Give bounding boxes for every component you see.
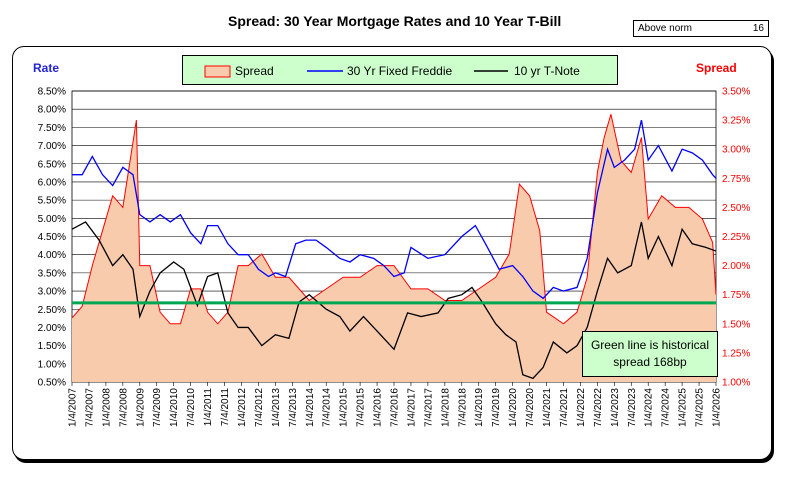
left-tick-label: 2.00% (38, 323, 66, 334)
x-tick-label: 1/4/2025 (678, 388, 689, 427)
right-tick-label: 2.00% (722, 261, 750, 272)
right-axis-title: Spread (696, 61, 737, 75)
left-tick-label: 3.50% (38, 268, 66, 279)
right-tick-label: 1.50% (722, 319, 750, 330)
x-tick-label: 7/4/2022 (593, 388, 604, 427)
historical-note-line1: Green line is historical (590, 338, 710, 352)
above-norm-label: Above norm (638, 23, 692, 34)
right-tick-label: 1.00% (722, 378, 750, 389)
x-tick-label: 7/4/2007 (84, 388, 95, 427)
left-tick-label: 8.50% (38, 87, 66, 98)
x-tick-label: 1/4/2022 (576, 388, 587, 427)
x-tick-label: 7/4/2019 (491, 388, 502, 427)
x-tick-label: 1/4/2015 (339, 388, 350, 427)
right-tick-label: 2.50% (722, 203, 750, 214)
x-tick-label: 1/4/2010 (169, 388, 180, 427)
tnote-line (71, 221, 717, 380)
freddie-line (72, 119, 717, 300)
right-tick-label: 2.75% (722, 174, 750, 185)
left-tick-label: 3.00% (38, 287, 66, 298)
left-tick-label: 6.50% (38, 159, 66, 170)
x-axis: 1/4/2007 7/4/2007 1/4/2008 7/4/2008 1/4/2009… (68, 382, 723, 427)
x-tick-label: 7/4/2009 (152, 388, 163, 427)
legend-tnote-label: 10 yr T-Note (514, 64, 580, 78)
left-axis-title: Rate (33, 61, 59, 75)
x-tick-label: 7/4/2016 (390, 388, 401, 427)
x-tick-label: 1/4/2026 (712, 388, 723, 427)
legend: Spread 30 Yr Fixed Freddie 10 yr T-Note (182, 55, 618, 85)
x-tick-label: 7/4/2013 (288, 388, 299, 427)
x-tick-label: 1/4/2023 (610, 388, 621, 427)
x-tick-label: 7/4/2017 (423, 388, 434, 427)
right-tick-label: 1.75% (722, 290, 750, 301)
right-tick-label: 3.25% (722, 116, 750, 127)
x-tick-label: 1/4/2019 (474, 388, 485, 427)
left-tick-label: 8.00% (38, 105, 66, 116)
x-tick-label: 1/4/2024 (644, 388, 655, 427)
legend-spread-swatch (204, 65, 231, 78)
left-tick-label: 4.50% (38, 232, 66, 243)
series-lines (71, 119, 717, 380)
historical-note: Green line is historical spread 168bp (582, 331, 718, 377)
left-tick-label: 6.00% (38, 177, 66, 188)
right-tick-label: 1.25% (722, 348, 750, 359)
spread-line (71, 114, 717, 325)
left-axis: 0.50% 1.00% 1.50% 2.00% 2.50% 3.00% 3.50% 4.00%… (38, 87, 66, 389)
chart-title: Spread: 30 Year Mortgage Rates and 10 Ye… (228, 13, 562, 29)
x-tick-label: 7/4/2021 (559, 388, 570, 427)
x-tick-label: 7/4/2020 (525, 388, 536, 427)
right-tick-label: 3.00% (722, 145, 750, 156)
legend-freddie-label: 30 Yr Fixed Freddie (347, 64, 453, 78)
left-tick-label: 7.00% (38, 141, 66, 152)
right-tick-label: 3.50% (722, 87, 750, 98)
x-tick-label: 7/4/2024 (661, 388, 672, 427)
x-tick-label: 7/4/2023 (627, 388, 638, 427)
x-tick-label: 1/4/2011 (203, 388, 214, 427)
x-tick-label: 1/4/2018 (440, 388, 451, 427)
x-tick-label: 7/4/2025 (695, 388, 706, 427)
x-tick-label: 1/4/2008 (101, 388, 112, 427)
left-tick-label: 7.50% (38, 123, 66, 134)
left-tick-label: 1.00% (38, 359, 66, 370)
x-tick-label: 1/4/2020 (508, 388, 519, 427)
left-tick-label: 0.50% (38, 378, 66, 389)
left-tick-label: 5.50% (38, 196, 66, 207)
left-tick-label: 5.00% (38, 214, 66, 225)
x-tick-label: 7/4/2011 (220, 388, 231, 427)
x-tick-label: 7/4/2010 (186, 388, 197, 427)
legend-spread-label: Spread (235, 64, 274, 78)
x-tick-label: 1/4/2021 (542, 388, 553, 427)
x-tick-label: 7/4/2012 (254, 388, 265, 427)
above-norm-box: Above norm 16 (633, 20, 769, 37)
x-tick-label: 1/4/2007 (68, 388, 79, 427)
right-tick-label: 2.25% (722, 232, 750, 243)
above-norm-value: 16 (752, 23, 764, 34)
left-tick-label: 4.00% (38, 250, 66, 261)
x-tick-label: 1/4/2017 (406, 388, 417, 427)
right-axis: 1.00% 1.25% 1.50% 1.75% 2.00% 2.25% 2.50% 2.75%… (722, 87, 750, 389)
x-tick-label: 7/4/2014 (322, 388, 333, 427)
x-tick-label: 1/4/2013 (271, 388, 282, 427)
historical-note-line2: spread 168bp (613, 355, 687, 369)
legend-swatches (204, 65, 508, 78)
x-tick-label: 1/4/2014 (305, 388, 316, 427)
x-tick-label: 7/4/2015 (356, 388, 367, 427)
left-tick-label: 1.50% (38, 341, 66, 352)
left-tick-label: 2.50% (38, 305, 66, 316)
x-tick-label: 1/4/2016 (373, 388, 384, 427)
x-tick-label: 7/4/2018 (457, 388, 468, 427)
x-tick-label: 7/4/2008 (118, 388, 129, 427)
spread-area (71, 114, 717, 382)
x-tick-label: 1/4/2009 (135, 388, 146, 427)
x-tick-label: 1/4/2012 (237, 388, 248, 427)
spread-area-fill (72, 114, 716, 382)
